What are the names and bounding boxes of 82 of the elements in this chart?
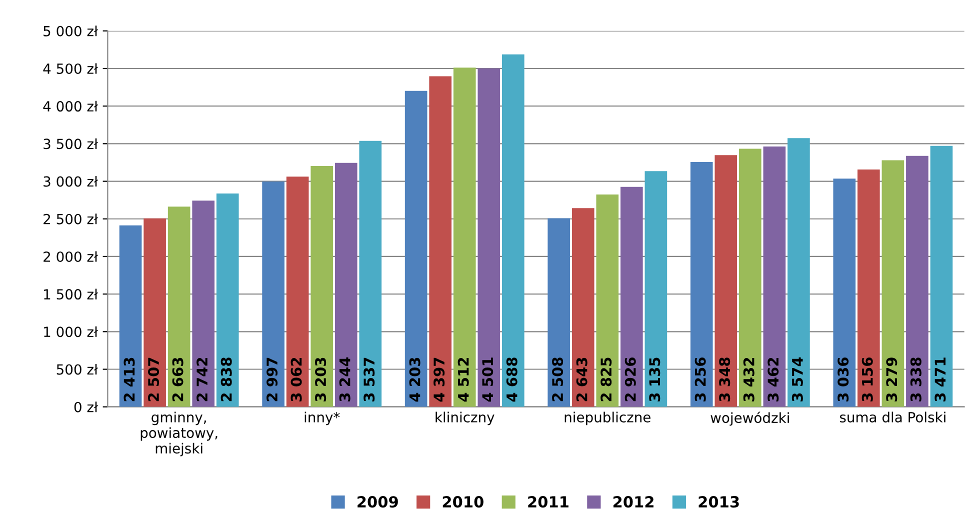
- data-label: 3 036: [838, 357, 849, 402]
- data-label: 2 508: [552, 358, 564, 402]
- y-tick-label: 3 500 zł: [44, 138, 98, 150]
- data-label: 2 825: [600, 358, 612, 402]
- data-label: 4 203: [409, 358, 420, 402]
- y-tick-label: 2 000 zł: [44, 251, 98, 262]
- bar: [216, 193, 239, 407]
- x-tick-label: kliniczny: [436, 412, 494, 426]
- legend-label: 2010: [442, 496, 484, 508]
- bar: [262, 182, 284, 407]
- bar: [359, 140, 382, 407]
- data-label: 2 663: [172, 358, 184, 402]
- legend-label: 2011: [528, 496, 568, 508]
- data-label: 2 507: [148, 358, 160, 402]
- data-label: 3 462: [768, 358, 779, 402]
- data-label: 3 256: [694, 357, 706, 402]
- x-tick-label: inny*: [304, 412, 340, 426]
- bar: [690, 162, 713, 407]
- data-label: 2 838: [220, 358, 232, 402]
- data-label: 2 997: [266, 358, 278, 402]
- legend-label: 2012: [613, 496, 654, 508]
- data-label: 3 244: [339, 357, 350, 402]
- data-label: 4 512: [458, 358, 469, 402]
- data-label: 3 537: [364, 358, 375, 402]
- bar: [478, 68, 500, 407]
- bar: [714, 155, 738, 407]
- data-label: 2 413: [124, 358, 135, 402]
- data-label: 2 643: [576, 358, 588, 402]
- y-tick-label: 1 000 zł: [44, 326, 98, 338]
- bar: [144, 218, 166, 407]
- y-tick-label: 4 000 zł: [43, 100, 98, 112]
- bar: [788, 138, 810, 407]
- bar: [404, 90, 428, 407]
- data-label: 3 156: [862, 357, 873, 402]
- bar: [882, 160, 904, 407]
- data-label: 4 688: [506, 358, 518, 402]
- bar: [906, 156, 928, 407]
- data-label: 3 338: [910, 358, 922, 402]
- y-tick-label: 5 000 zł: [44, 26, 98, 36]
- bar: [930, 146, 953, 407]
- y-tick-label: 2 500 zł: [44, 214, 98, 224]
- bar: [192, 200, 215, 407]
- y-tick-label: 3 000 zł: [44, 176, 98, 187]
- x-tick-label: niepubliczne: [564, 412, 650, 426]
- y-tick-label: 500 zł: [56, 364, 98, 375]
- data-label: 4 501: [482, 358, 494, 402]
- bar: [286, 176, 309, 407]
- bar: [738, 148, 762, 407]
- x-tick-label: wojewódzki: [710, 412, 789, 426]
- data-label: 3 062: [290, 358, 302, 402]
- bar: [572, 208, 594, 407]
- y-tick-label: 1 500 zł: [44, 288, 98, 300]
- data-label: 2 742: [196, 358, 208, 402]
- bar: [502, 54, 524, 407]
- bar: [644, 171, 668, 407]
- bar: [334, 162, 358, 407]
- legend-label: 2013: [698, 496, 739, 508]
- data-label: 3 574: [792, 357, 803, 402]
- bar: [310, 166, 334, 407]
- legend-label: 2009: [358, 496, 398, 508]
- bar: [763, 146, 786, 407]
- bar: [548, 218, 570, 407]
- bar: [119, 225, 142, 407]
- data-label: 3 348: [719, 358, 730, 402]
- data-label: 3 432: [743, 358, 754, 402]
- bar: [596, 194, 619, 407]
- data-label: 3 135: [649, 358, 660, 402]
- y-tick-label: 4 500 zł: [43, 63, 98, 74]
- x-tick-label: suma dla Polski: [840, 412, 946, 422]
- bar: [857, 170, 880, 407]
- data-label: 3 279: [886, 358, 898, 402]
- bar: [168, 206, 190, 407]
- data-label: 2 926: [624, 357, 636, 402]
- bar: [620, 186, 643, 407]
- y-tick-label: 0 zł: [74, 402, 98, 412]
- data-label: 4 397: [434, 358, 445, 402]
- data-label: 3 471: [934, 358, 946, 402]
- bar: [833, 178, 856, 407]
- bar: [429, 76, 452, 407]
- x-tick-label: gminny, powiatowy, miejski: [140, 412, 218, 456]
- bar: [453, 68, 476, 407]
- data-label: 3 203: [315, 358, 326, 402]
